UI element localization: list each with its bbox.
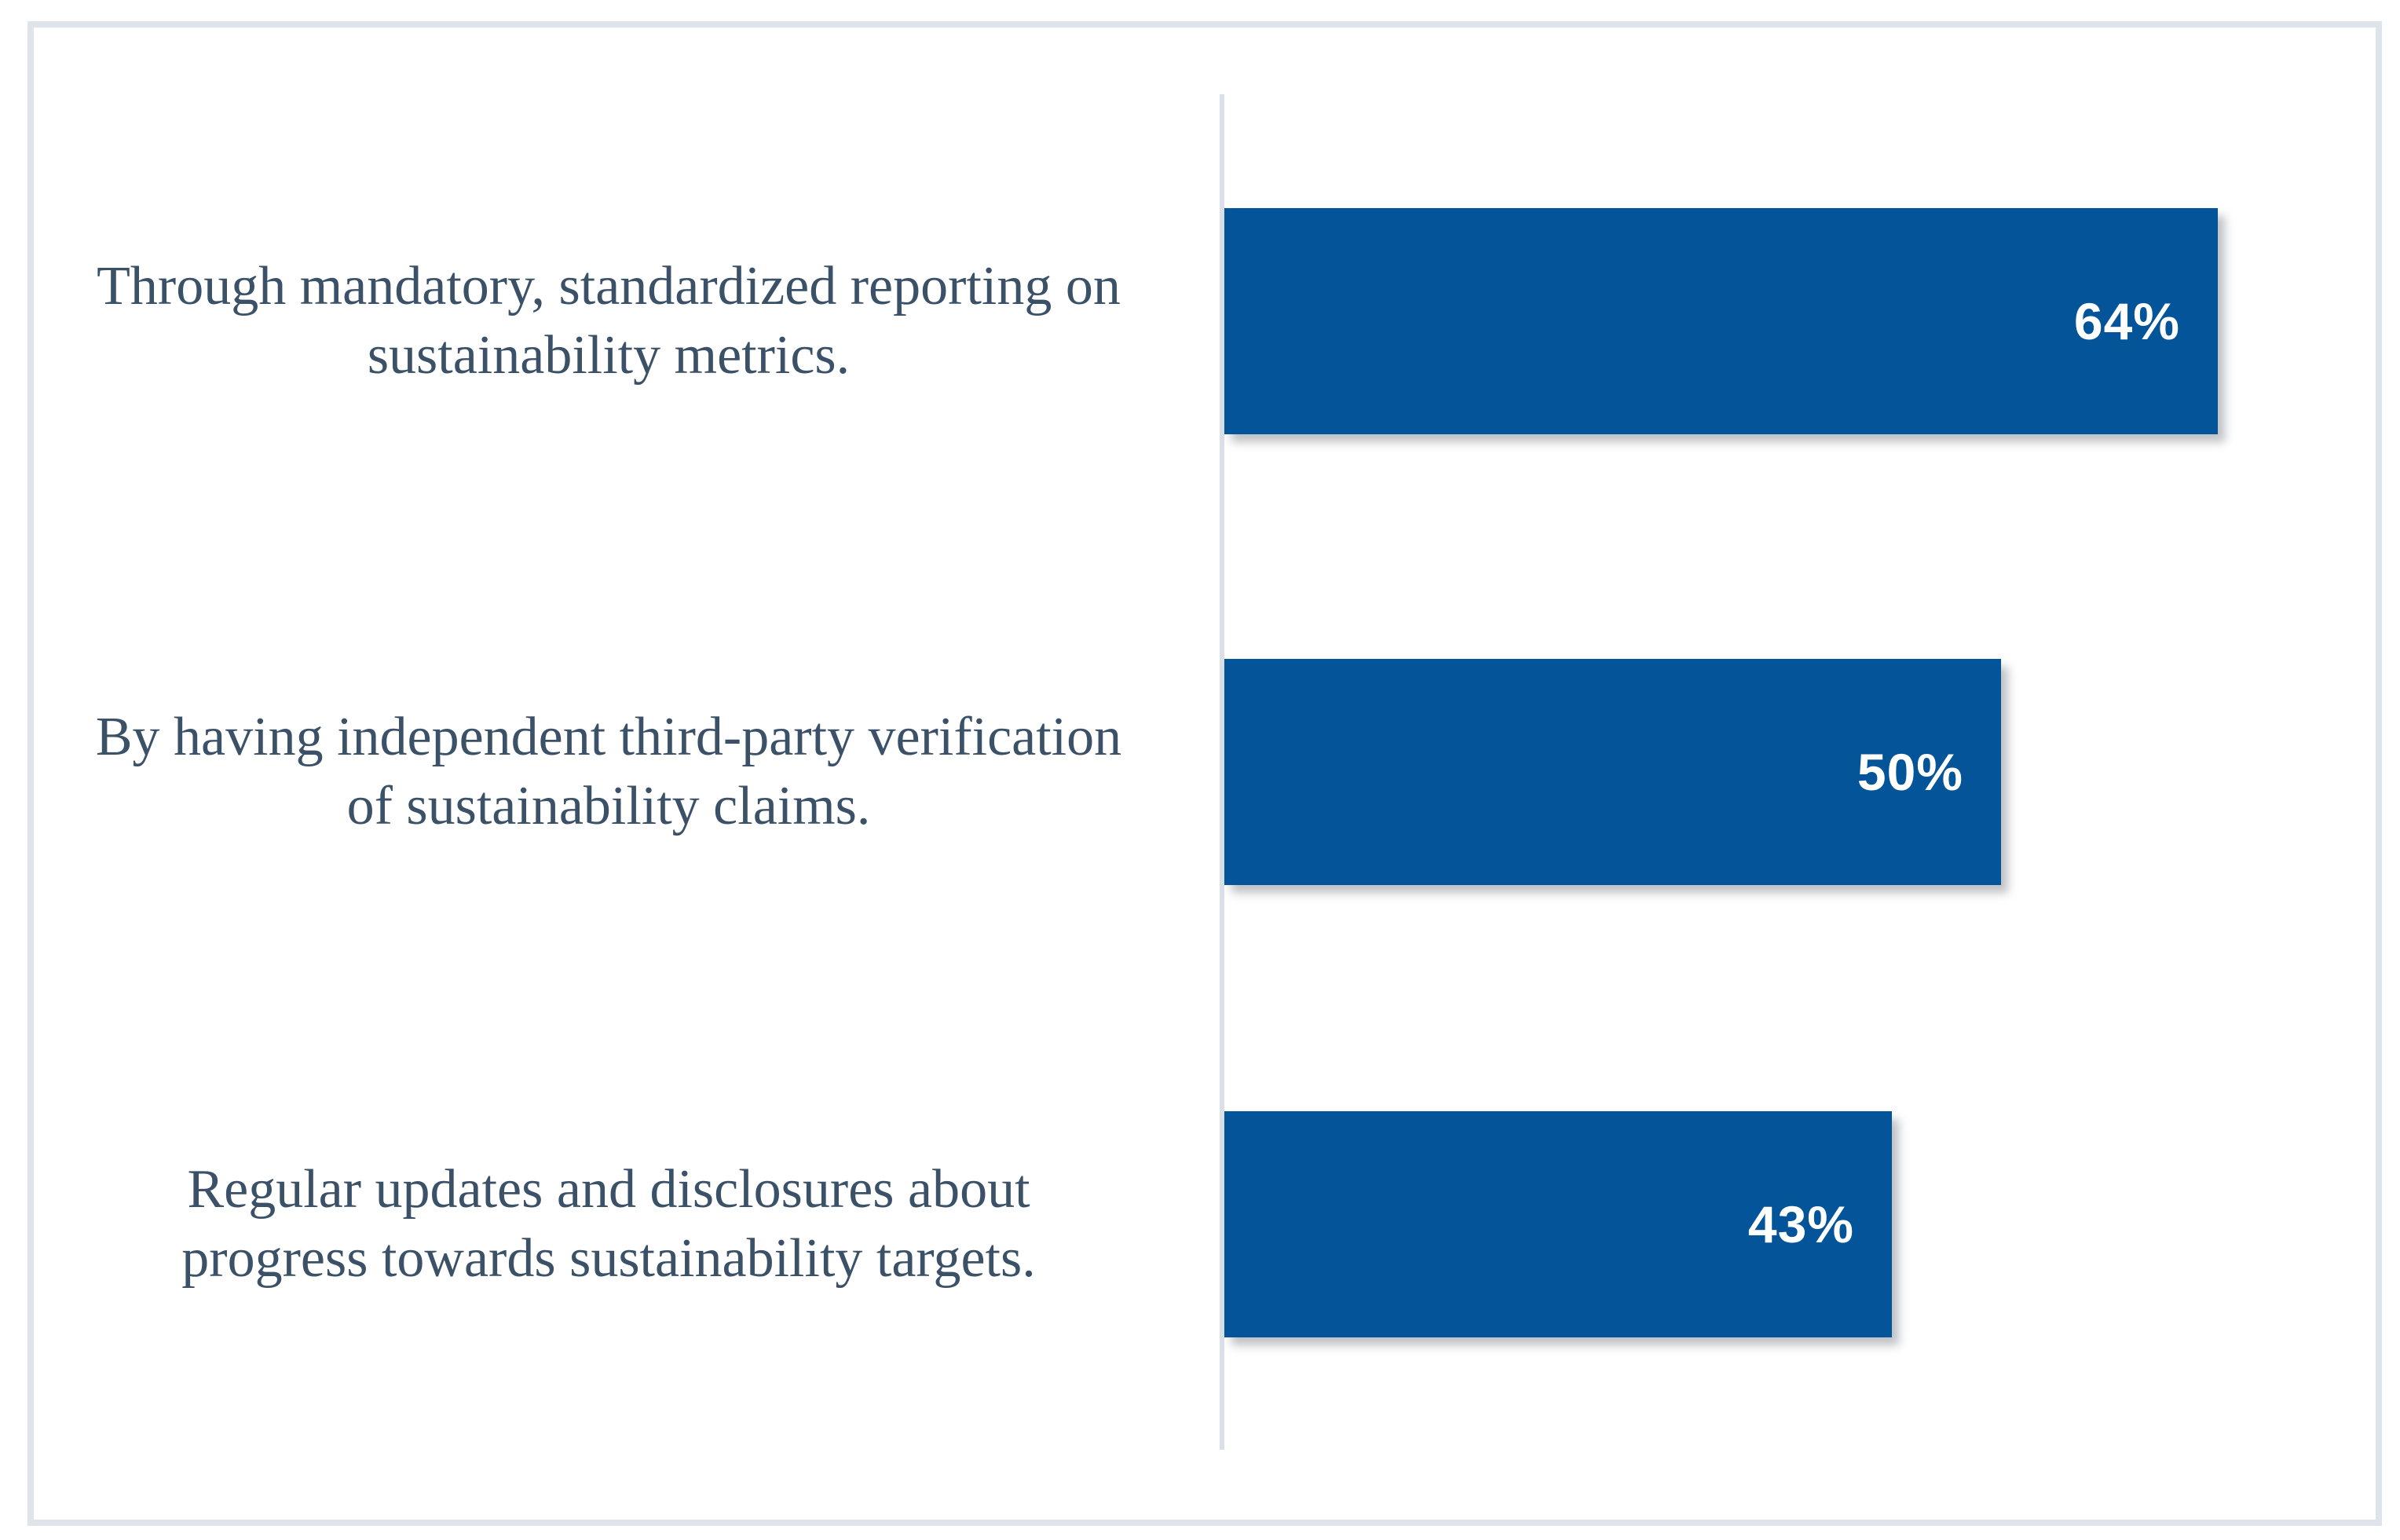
bar-row: Through mandatory, standardized reportin… (0, 208, 2400, 434)
category-label-line: sustainability metrics. (367, 325, 851, 386)
bar-value-label: 64% (2073, 292, 2180, 350)
category-label: Regular updates and disclosures about pr… (31, 1111, 1186, 1337)
bar-row: Regular updates and disclosures about pr… (0, 1111, 2400, 1337)
category-label-line: of sustainability claims. (346, 776, 871, 836)
category-label-line: Through mandatory, standardized reportin… (97, 256, 1121, 316)
bar: 50% (1224, 659, 2001, 885)
bar: 64% (1224, 208, 2218, 434)
bar-value-label: 50% (1857, 743, 1963, 801)
bar: 43% (1224, 1111, 1892, 1337)
bar-row: By having independent third-party verifi… (0, 659, 2400, 885)
bar-value-label: 43% (1747, 1195, 1854, 1253)
category-label-line: progress towards sustainability targets. (181, 1228, 1036, 1289)
y-axis-line (1220, 94, 1224, 1450)
category-label: Through mandatory, standardized reportin… (31, 208, 1186, 434)
category-label-line: By having independent third-party verifi… (95, 707, 1122, 767)
category-label-line: Regular updates and disclosures about (187, 1159, 1030, 1220)
category-label: By having independent third-party verifi… (31, 659, 1186, 885)
